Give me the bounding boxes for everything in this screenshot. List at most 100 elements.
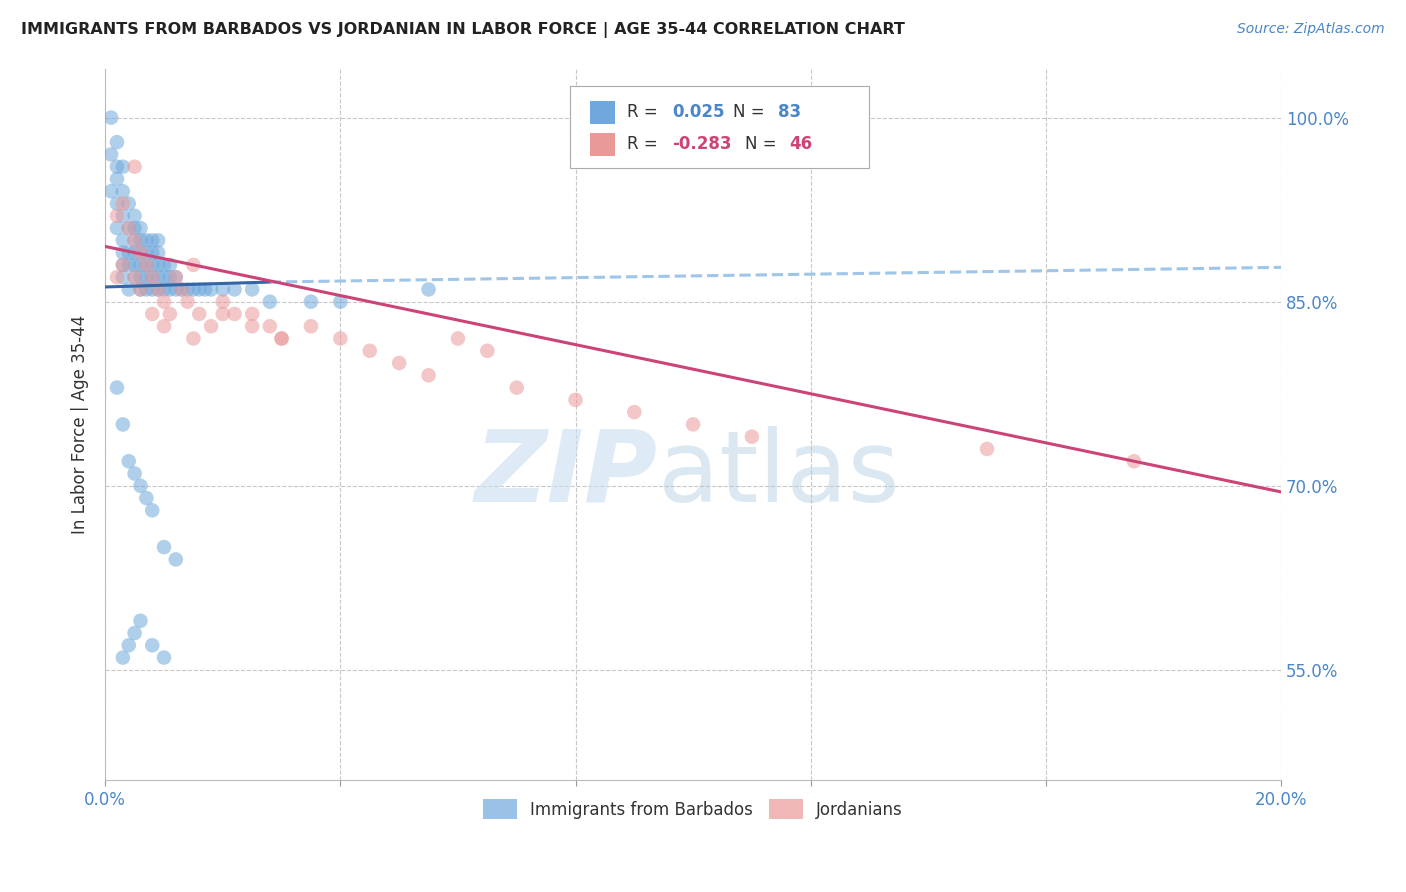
Text: IMMIGRANTS FROM BARBADOS VS JORDANIAN IN LABOR FORCE | AGE 35-44 CORRELATION CHA: IMMIGRANTS FROM BARBADOS VS JORDANIAN IN… <box>21 22 905 38</box>
Point <box>183 258 205 272</box>
Point <box>159 270 181 285</box>
Point <box>124 258 146 272</box>
Point <box>135 233 157 247</box>
Point <box>329 331 352 345</box>
Point <box>146 282 169 296</box>
Text: R =: R = <box>627 135 664 153</box>
Point <box>388 356 411 370</box>
Point <box>124 626 146 640</box>
FancyBboxPatch shape <box>589 101 616 123</box>
Point <box>165 270 187 285</box>
Point <box>564 392 586 407</box>
Point <box>105 160 128 174</box>
Point <box>105 196 128 211</box>
Point <box>124 270 146 285</box>
Point <box>124 245 146 260</box>
Point <box>146 233 169 247</box>
Point <box>118 245 141 260</box>
Point <box>129 233 152 247</box>
Point <box>118 638 141 652</box>
Point <box>259 319 281 334</box>
Point <box>170 282 193 296</box>
Point <box>124 221 146 235</box>
Point <box>418 282 440 296</box>
Point <box>188 307 211 321</box>
Point <box>118 258 141 272</box>
Y-axis label: In Labor Force | Age 35-44: In Labor Force | Age 35-44 <box>72 315 89 534</box>
Point <box>447 331 470 345</box>
Point <box>170 282 193 296</box>
Point <box>129 282 152 296</box>
Point <box>118 221 141 235</box>
Point <box>259 294 281 309</box>
Point <box>105 270 128 285</box>
Point <box>118 196 141 211</box>
Point <box>153 294 176 309</box>
Point <box>146 258 169 272</box>
Point <box>141 638 163 652</box>
Point <box>176 282 198 296</box>
Point <box>124 233 146 247</box>
Point <box>111 160 134 174</box>
Point <box>100 111 122 125</box>
Point <box>111 258 134 272</box>
Point <box>359 343 381 358</box>
Point <box>270 331 292 345</box>
FancyBboxPatch shape <box>569 87 869 169</box>
Point <box>124 233 146 247</box>
Point <box>240 307 263 321</box>
Point <box>118 454 141 468</box>
Point <box>188 282 211 296</box>
Point <box>153 258 176 272</box>
Point <box>111 417 134 432</box>
Point <box>135 258 157 272</box>
Point <box>124 270 146 285</box>
Point <box>141 233 163 247</box>
Point <box>159 307 181 321</box>
Point <box>135 258 157 272</box>
Point <box>100 147 122 161</box>
Point <box>141 245 163 260</box>
Point <box>299 319 322 334</box>
Point <box>623 405 645 419</box>
Point <box>111 196 134 211</box>
Text: ZIP: ZIP <box>475 425 658 523</box>
Point <box>159 282 181 296</box>
Point <box>111 184 134 198</box>
Text: atlas: atlas <box>658 425 900 523</box>
Point <box>146 245 169 260</box>
Point <box>105 135 128 149</box>
Point <box>141 258 163 272</box>
Legend: Immigrants from Barbados, Jordanians: Immigrants from Barbados, Jordanians <box>477 793 910 825</box>
Point <box>129 221 152 235</box>
Point <box>129 614 152 628</box>
Point <box>105 381 128 395</box>
Point <box>183 282 205 296</box>
Point <box>111 258 134 272</box>
Point <box>135 282 157 296</box>
Point <box>1123 454 1146 468</box>
Point <box>224 282 246 296</box>
Point <box>111 233 134 247</box>
Point <box>111 209 134 223</box>
Point <box>141 282 163 296</box>
Point <box>124 160 146 174</box>
Text: N =: N = <box>733 103 770 120</box>
Point <box>135 245 157 260</box>
Point <box>153 650 176 665</box>
Point <box>135 270 157 285</box>
Point <box>118 221 141 235</box>
Point <box>240 319 263 334</box>
Point <box>105 209 128 223</box>
Point <box>211 282 233 296</box>
FancyBboxPatch shape <box>589 133 616 155</box>
Point <box>153 319 176 334</box>
Point <box>240 282 263 296</box>
Point <box>105 221 128 235</box>
Text: 46: 46 <box>790 135 813 153</box>
Point <box>146 282 169 296</box>
Point <box>200 319 222 334</box>
Text: R =: R = <box>627 103 664 120</box>
Point <box>741 430 763 444</box>
Point <box>477 343 499 358</box>
